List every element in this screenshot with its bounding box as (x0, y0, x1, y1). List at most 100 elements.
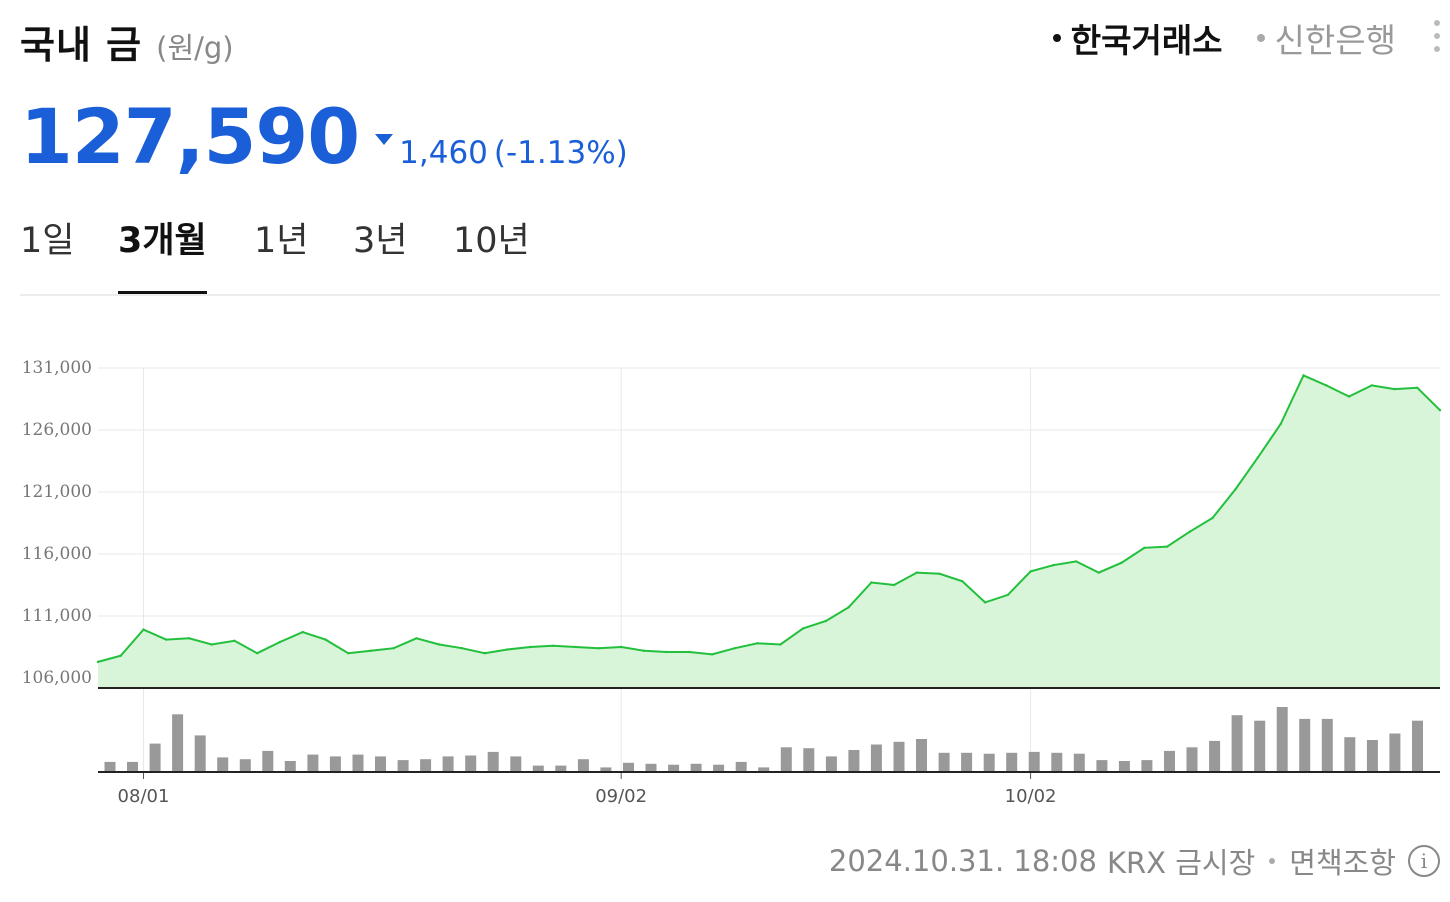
y-tick-label: 111,000 (22, 606, 92, 626)
price-point (483, 652, 486, 655)
info-icon[interactable]: i (1408, 845, 1440, 877)
price-point (1211, 516, 1214, 520)
volume-bar (555, 765, 567, 772)
volume-bar (1096, 760, 1108, 772)
source-shinhan[interactable]: 신한은행 (1256, 14, 1396, 62)
timestamp: 2024.10.31. 18:08 (828, 844, 1097, 878)
price-change: 1,460 (399, 135, 488, 171)
separator-dot (1269, 858, 1276, 864)
price-point (938, 572, 941, 575)
volume-bar (1321, 718, 1333, 772)
volume-bar (1073, 753, 1085, 772)
tab-10year[interactable]: 10년 (453, 221, 530, 261)
footer: 2024.10.31. 18:08 KRX 금시장 면책조항 i (829, 840, 1440, 882)
volume-bar (239, 759, 251, 772)
x-tick-label: 09/02 (595, 786, 647, 807)
price-point (1438, 409, 1442, 412)
price-point (369, 649, 373, 652)
price-point (529, 645, 532, 649)
price-point (301, 630, 304, 634)
data-source: KRX 금시장 (1106, 846, 1256, 880)
volume-bar (262, 750, 274, 772)
volume-bar (1186, 747, 1198, 772)
volume-bar (1006, 752, 1018, 772)
volume-bar (600, 767, 612, 772)
volume-bar (713, 764, 725, 772)
price-point (142, 628, 145, 631)
volume-bar (1028, 751, 1040, 772)
price-point (688, 650, 691, 654)
source-label: 신한은행 (1274, 21, 1396, 60)
volume-bar (420, 759, 432, 772)
disclaimer-link[interactable]: 면책조항 (1289, 846, 1396, 880)
price-point (1302, 374, 1305, 377)
volume-bar (1299, 718, 1311, 772)
price-point (961, 580, 964, 583)
volume-bar (803, 748, 815, 772)
price-point (824, 619, 828, 623)
price-point (892, 583, 896, 587)
price-point (1029, 570, 1032, 573)
volume-bar (217, 757, 229, 772)
price-point (574, 645, 577, 649)
volume-bar (1276, 707, 1288, 772)
price-point (1165, 545, 1169, 548)
volume-bar (870, 744, 882, 772)
price-point (187, 637, 191, 640)
tab-3year[interactable]: 3년 (353, 221, 408, 261)
x-tick-label: 10/02 (1005, 786, 1057, 807)
price-point (460, 647, 464, 650)
y-tick-label: 116,000 (22, 544, 92, 564)
source-krx[interactable]: 한국거래소 (1052, 14, 1223, 62)
y-tick-label: 106,000 (22, 668, 92, 688)
tab-1year[interactable]: 1년 (254, 221, 309, 261)
volume-bar (104, 761, 116, 772)
price-point (756, 642, 759, 645)
volume-bar (1254, 720, 1266, 772)
price-point (1006, 593, 1009, 597)
volume-bar (1412, 720, 1423, 772)
price-point (324, 638, 327, 641)
bullet-icon (1052, 34, 1061, 42)
volume-bar (307, 754, 319, 772)
price-chart[interactable]: 106,000 111,000 116,000 121,000 126,000 131,0… (0, 300, 1450, 820)
tab-3month[interactable]: 3개월 (118, 212, 207, 294)
price-point (438, 643, 441, 646)
price-point (1188, 530, 1192, 533)
volume-bar (127, 761, 138, 772)
price-point (847, 606, 850, 609)
down-arrow-icon (375, 134, 394, 145)
price-line (97, 374, 1441, 663)
volume-bar (397, 760, 409, 772)
volume-bar (961, 752, 973, 772)
price-point (801, 627, 805, 630)
bullet-icon (1256, 34, 1265, 42)
price-point (1120, 561, 1123, 564)
tab-1day[interactable]: 1일 (20, 221, 75, 261)
volume-bar (1164, 750, 1175, 772)
price-point (983, 601, 987, 604)
header: 국내 금 (원/g) (20, 14, 234, 69)
volume-bar (983, 753, 995, 772)
price-point (506, 648, 509, 651)
period-tabs: 1일 3개월 1년 3년 10년 (20, 212, 1440, 296)
volume-bar (623, 762, 634, 772)
volume-bar (532, 765, 544, 772)
volume-bar (893, 741, 905, 772)
volume-bar (284, 761, 296, 772)
price-point (597, 647, 600, 650)
volume-bar (1366, 740, 1378, 772)
price-point (870, 581, 873, 584)
price-point (779, 643, 782, 646)
price-point (1052, 564, 1055, 567)
volume-bar (194, 735, 206, 772)
volume-bar (848, 750, 860, 772)
price-point (733, 647, 737, 650)
volume-bar (172, 714, 184, 772)
volume-bar (758, 767, 770, 772)
price-point (551, 644, 555, 647)
more-options-icon[interactable] (1433, 20, 1441, 56)
volume-bar (375, 756, 386, 772)
volume-bar (1209, 740, 1221, 772)
price-point (1074, 560, 1078, 563)
